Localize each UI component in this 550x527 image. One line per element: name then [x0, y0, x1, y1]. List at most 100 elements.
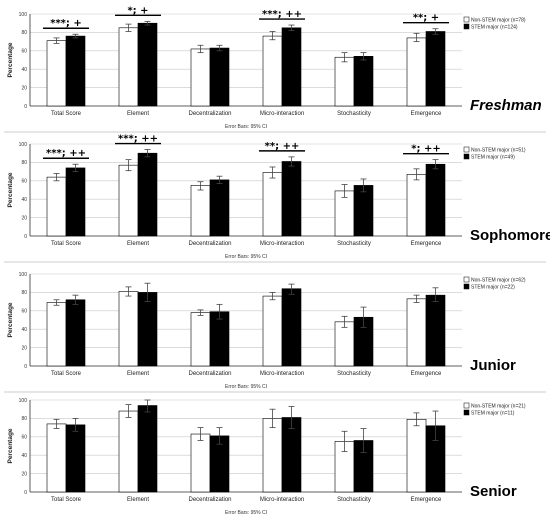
- bar-non-stem: [334, 321, 355, 367]
- category-label: Element: [127, 241, 149, 247]
- bar-stem: [425, 163, 446, 237]
- bar-non-stem: [190, 48, 211, 107]
- bar-non-stem: [406, 174, 427, 237]
- significance-label: **; ++: [265, 141, 300, 152]
- bar-stem: [209, 47, 230, 107]
- bar-non-stem: [334, 56, 355, 107]
- category-label: Emergence: [411, 371, 442, 377]
- y-tick-label: 80: [21, 30, 27, 36]
- y-tick-label: 0: [24, 234, 27, 240]
- legend-label: Non-STEM major (n=51): [471, 148, 526, 154]
- y-tick-label: 100: [19, 272, 28, 278]
- legend-label: Non-STEM major (n=21): [471, 404, 526, 410]
- category-label: Emergence: [411, 111, 442, 117]
- bar-stem: [137, 292, 158, 367]
- category-label: Micro-interaction: [260, 241, 304, 247]
- legend-label: Non-STEM major (n=78): [471, 18, 526, 24]
- bar-non-stem: [46, 423, 67, 493]
- category-label: Decentralization: [188, 497, 231, 503]
- y-tick-label: 40: [21, 453, 27, 459]
- legend-label: STEM major (n=124): [471, 25, 518, 31]
- bar-stem: [65, 35, 86, 107]
- legend-label: Non-STEM major (n=62): [471, 278, 526, 284]
- y-tick-label: 20: [21, 85, 27, 91]
- category-label: Total Score: [51, 371, 82, 377]
- y-axis-label: Percentage: [7, 42, 14, 77]
- legend-swatch: [463, 409, 470, 416]
- category-label: Micro-interaction: [260, 111, 304, 117]
- bar-stem: [425, 294, 446, 367]
- significance-label: ***; ++: [46, 148, 86, 159]
- bar-non-stem: [190, 433, 211, 493]
- category-label: Stochasticity: [337, 497, 371, 503]
- significance-label: *; +: [127, 5, 148, 16]
- bar-non-stem: [406, 298, 427, 367]
- legend-swatch: [463, 402, 470, 409]
- y-tick-label: 0: [24, 364, 27, 370]
- bar-non-stem: [262, 418, 283, 493]
- y-tick-label: 100: [19, 142, 28, 148]
- error-bar-note: Error Bars: 95% CI: [225, 384, 267, 390]
- bar-stem: [137, 152, 158, 237]
- y-tick-label: 40: [21, 197, 27, 203]
- bar-non-stem: [118, 27, 139, 107]
- panel-title: Sophomore: [470, 227, 550, 244]
- bar-stem: [281, 27, 302, 107]
- y-tick-label: 100: [19, 398, 28, 404]
- panel-title: Senior: [470, 483, 517, 500]
- bar-stem: [425, 31, 446, 107]
- bar-non-stem: [46, 40, 67, 107]
- bar-non-stem: [46, 302, 67, 367]
- bar-stem: [209, 179, 230, 237]
- legend-label: STEM major (n=11): [471, 411, 515, 417]
- panel-freshman: 0 20 40 60 80 100 Percentage Total Score Element…: [4, 5, 546, 133]
- category-label: Total Score: [51, 111, 82, 117]
- category-label: Decentralization: [188, 241, 231, 247]
- category-label: Micro-interaction: [260, 497, 304, 503]
- legend-swatch: [463, 276, 470, 283]
- bar-stem: [281, 288, 302, 367]
- y-tick-label: 60: [21, 49, 27, 55]
- y-tick-label: 60: [21, 309, 27, 315]
- bar-stem: [65, 299, 86, 367]
- category-label: Emergence: [411, 241, 442, 247]
- category-label: Stochasticity: [337, 241, 371, 247]
- y-tick-label: 80: [21, 160, 27, 166]
- y-axis-label: Percentage: [7, 302, 14, 337]
- legend-swatch: [463, 16, 470, 23]
- y-axis-label: Percentage: [7, 172, 14, 207]
- legend-swatch: [463, 146, 470, 153]
- significance-label: *; ++: [411, 144, 440, 155]
- y-axis-label: Percentage: [7, 428, 14, 463]
- bar-stem: [353, 185, 374, 237]
- category-label: Stochasticity: [337, 111, 371, 117]
- panel-sophomore: 0 20 40 60 80 100 Percentage Total Score Element…: [4, 134, 550, 263]
- bar-stem: [65, 424, 86, 493]
- bar-stem: [353, 56, 374, 107]
- y-tick-label: 0: [24, 490, 27, 496]
- bar-non-stem: [406, 419, 427, 493]
- bar-non-stem: [262, 295, 283, 367]
- category-label: Element: [127, 497, 149, 503]
- bar-non-stem: [262, 172, 283, 237]
- category-label: Stochasticity: [337, 371, 371, 377]
- legend-swatch: [463, 283, 470, 290]
- bar-stem: [137, 22, 158, 107]
- bar-non-stem: [46, 176, 67, 237]
- y-tick-label: 100: [19, 12, 28, 18]
- category-label: Total Score: [51, 497, 82, 503]
- error-bar-note: Error Bars: 95% CI: [225, 254, 267, 260]
- y-tick-label: 40: [21, 67, 27, 73]
- y-tick-label: 20: [21, 345, 27, 351]
- category-label: Element: [127, 371, 149, 377]
- bar-non-stem: [190, 185, 211, 237]
- significance-label: ***; +: [50, 18, 82, 29]
- significance-label: ***; ++: [262, 9, 302, 20]
- y-tick-label: 60: [21, 179, 27, 185]
- legend-label: STEM major (n=22): [471, 285, 515, 291]
- bar-non-stem: [118, 291, 139, 367]
- bar-non-stem: [406, 37, 427, 107]
- legend-label: STEM major (n=49): [471, 155, 515, 161]
- bar-stem: [209, 311, 230, 367]
